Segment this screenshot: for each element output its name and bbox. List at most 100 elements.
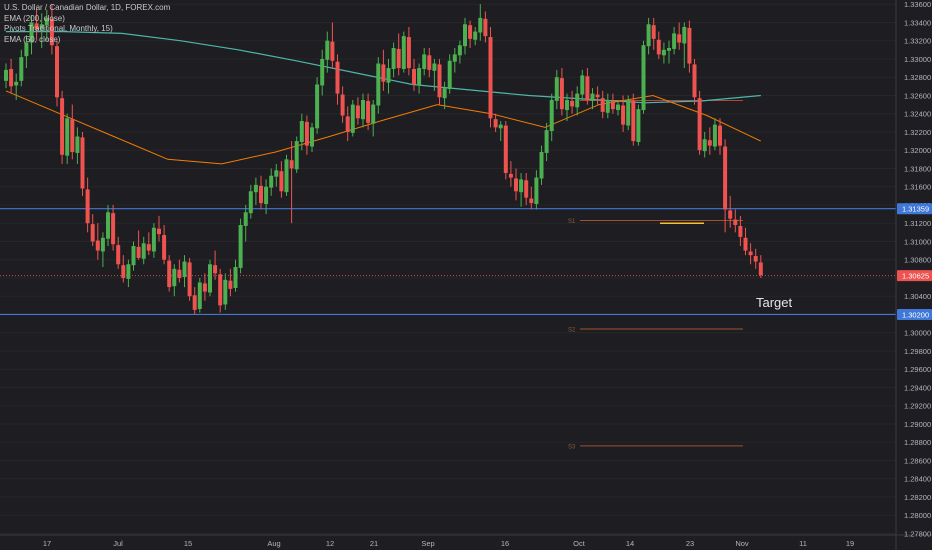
candle[interactable] bbox=[646, 17, 651, 55]
candle[interactable] bbox=[182, 255, 187, 288]
candle[interactable] bbox=[524, 173, 529, 205]
candle[interactable] bbox=[723, 139, 728, 233]
candle[interactable] bbox=[707, 127, 712, 155]
candle[interactable] bbox=[508, 161, 513, 187]
candle[interactable] bbox=[712, 118, 717, 151]
candle[interactable] bbox=[554, 69, 559, 110]
candle[interactable] bbox=[417, 63, 422, 94]
candle[interactable] bbox=[386, 58, 391, 94]
candle[interactable] bbox=[172, 264, 177, 297]
candle[interactable] bbox=[192, 287, 197, 315]
candle[interactable] bbox=[478, 4, 483, 41]
candle[interactable] bbox=[498, 121, 503, 142]
candle[interactable] bbox=[376, 57, 381, 114]
candle[interactable] bbox=[55, 40, 59, 107]
candle[interactable] bbox=[340, 86, 345, 123]
candle[interactable] bbox=[406, 27, 411, 76]
candle[interactable] bbox=[361, 93, 365, 128]
candle[interactable] bbox=[223, 273, 228, 310]
candle[interactable] bbox=[687, 20, 692, 73]
candle[interactable] bbox=[106, 204, 110, 247]
candle[interactable] bbox=[692, 58, 697, 105]
candle[interactable] bbox=[330, 22, 335, 69]
candle[interactable] bbox=[253, 177, 258, 205]
candle[interactable] bbox=[616, 100, 620, 116]
candle[interactable] bbox=[457, 40, 462, 64]
candle[interactable] bbox=[366, 93, 371, 131]
candle[interactable] bbox=[126, 259, 131, 288]
legend-ema-200[interactable]: EMA (200, close) bbox=[4, 13, 65, 23]
candle[interactable] bbox=[202, 273, 207, 301]
candle[interactable] bbox=[335, 54, 340, 105]
candle[interactable] bbox=[437, 58, 442, 105]
candle[interactable] bbox=[136, 230, 141, 260]
candle[interactable] bbox=[401, 31, 406, 73]
candle[interactable] bbox=[422, 48, 427, 76]
candle[interactable] bbox=[197, 277, 202, 313]
candle[interactable] bbox=[636, 104, 641, 146]
legend-pivots[interactable]: Pivots Traditional, Monthly, 15) bbox=[4, 24, 113, 33]
candle[interactable] bbox=[116, 236, 121, 269]
candle[interactable] bbox=[447, 54, 452, 94]
candle[interactable] bbox=[534, 170, 539, 210]
candle[interactable] bbox=[493, 113, 498, 132]
candle[interactable] bbox=[238, 218, 243, 274]
candle[interactable] bbox=[228, 268, 233, 297]
candle[interactable] bbox=[279, 161, 284, 198]
candle[interactable] bbox=[284, 154, 289, 196]
candle[interactable] bbox=[610, 93, 615, 114]
legend-ema-50[interactable]: EMA (50, close) bbox=[4, 34, 61, 44]
candle[interactable] bbox=[661, 42, 666, 64]
candle[interactable] bbox=[483, 11, 488, 43]
candle[interactable] bbox=[24, 35, 29, 69]
candle[interactable] bbox=[600, 90, 605, 119]
candle[interactable] bbox=[667, 40, 671, 64]
candle[interactable] bbox=[718, 118, 722, 155]
candle[interactable] bbox=[264, 179, 269, 215]
candle[interactable] bbox=[14, 73, 19, 101]
candle[interactable] bbox=[274, 163, 279, 187]
candle[interactable] bbox=[595, 86, 600, 105]
candle[interactable] bbox=[100, 232, 105, 267]
candle[interactable] bbox=[162, 225, 167, 265]
candle[interactable] bbox=[473, 27, 478, 46]
candle[interactable] bbox=[575, 86, 580, 116]
candle[interactable] bbox=[656, 31, 661, 59]
candle[interactable] bbox=[70, 104, 75, 160]
candle[interactable] bbox=[299, 113, 304, 151]
candle[interactable] bbox=[733, 209, 738, 233]
candle[interactable] bbox=[697, 90, 702, 155]
candle[interactable] bbox=[529, 186, 534, 210]
candle[interactable] bbox=[213, 250, 218, 280]
candle[interactable] bbox=[605, 93, 610, 119]
candle[interactable] bbox=[177, 259, 182, 283]
candle[interactable] bbox=[95, 223, 100, 260]
candle[interactable] bbox=[631, 93, 636, 146]
candle[interactable] bbox=[651, 17, 656, 50]
candle[interactable] bbox=[539, 145, 544, 185]
candle[interactable] bbox=[208, 259, 212, 297]
candle[interactable] bbox=[151, 223, 156, 258]
candle[interactable] bbox=[743, 227, 748, 256]
candle[interactable] bbox=[748, 243, 753, 265]
candle[interactable] bbox=[243, 204, 248, 242]
candle[interactable] bbox=[29, 15, 34, 55]
candle[interactable] bbox=[488, 27, 493, 128]
candle[interactable] bbox=[672, 27, 677, 55]
candle[interactable] bbox=[559, 68, 564, 116]
candle[interactable] bbox=[121, 255, 126, 283]
candle[interactable] bbox=[146, 232, 151, 256]
candle[interactable] bbox=[310, 122, 314, 153]
candle[interactable] bbox=[9, 58, 14, 94]
candle[interactable] bbox=[49, 4, 54, 55]
candle[interactable] bbox=[728, 195, 733, 228]
candle[interactable] bbox=[44, 9, 49, 41]
candle[interactable] bbox=[131, 241, 136, 271]
candle[interactable] bbox=[75, 127, 80, 164]
time-axis[interactable]: 17 Jul 15 Aug 12 21 Sep 16 Oct 14 23 Nov 11 19 bbox=[0, 534, 932, 548]
candle[interactable] bbox=[590, 88, 595, 110]
candle[interactable] bbox=[432, 58, 437, 91]
candle[interactable] bbox=[65, 113, 70, 164]
candle[interactable] bbox=[4, 63, 8, 89]
